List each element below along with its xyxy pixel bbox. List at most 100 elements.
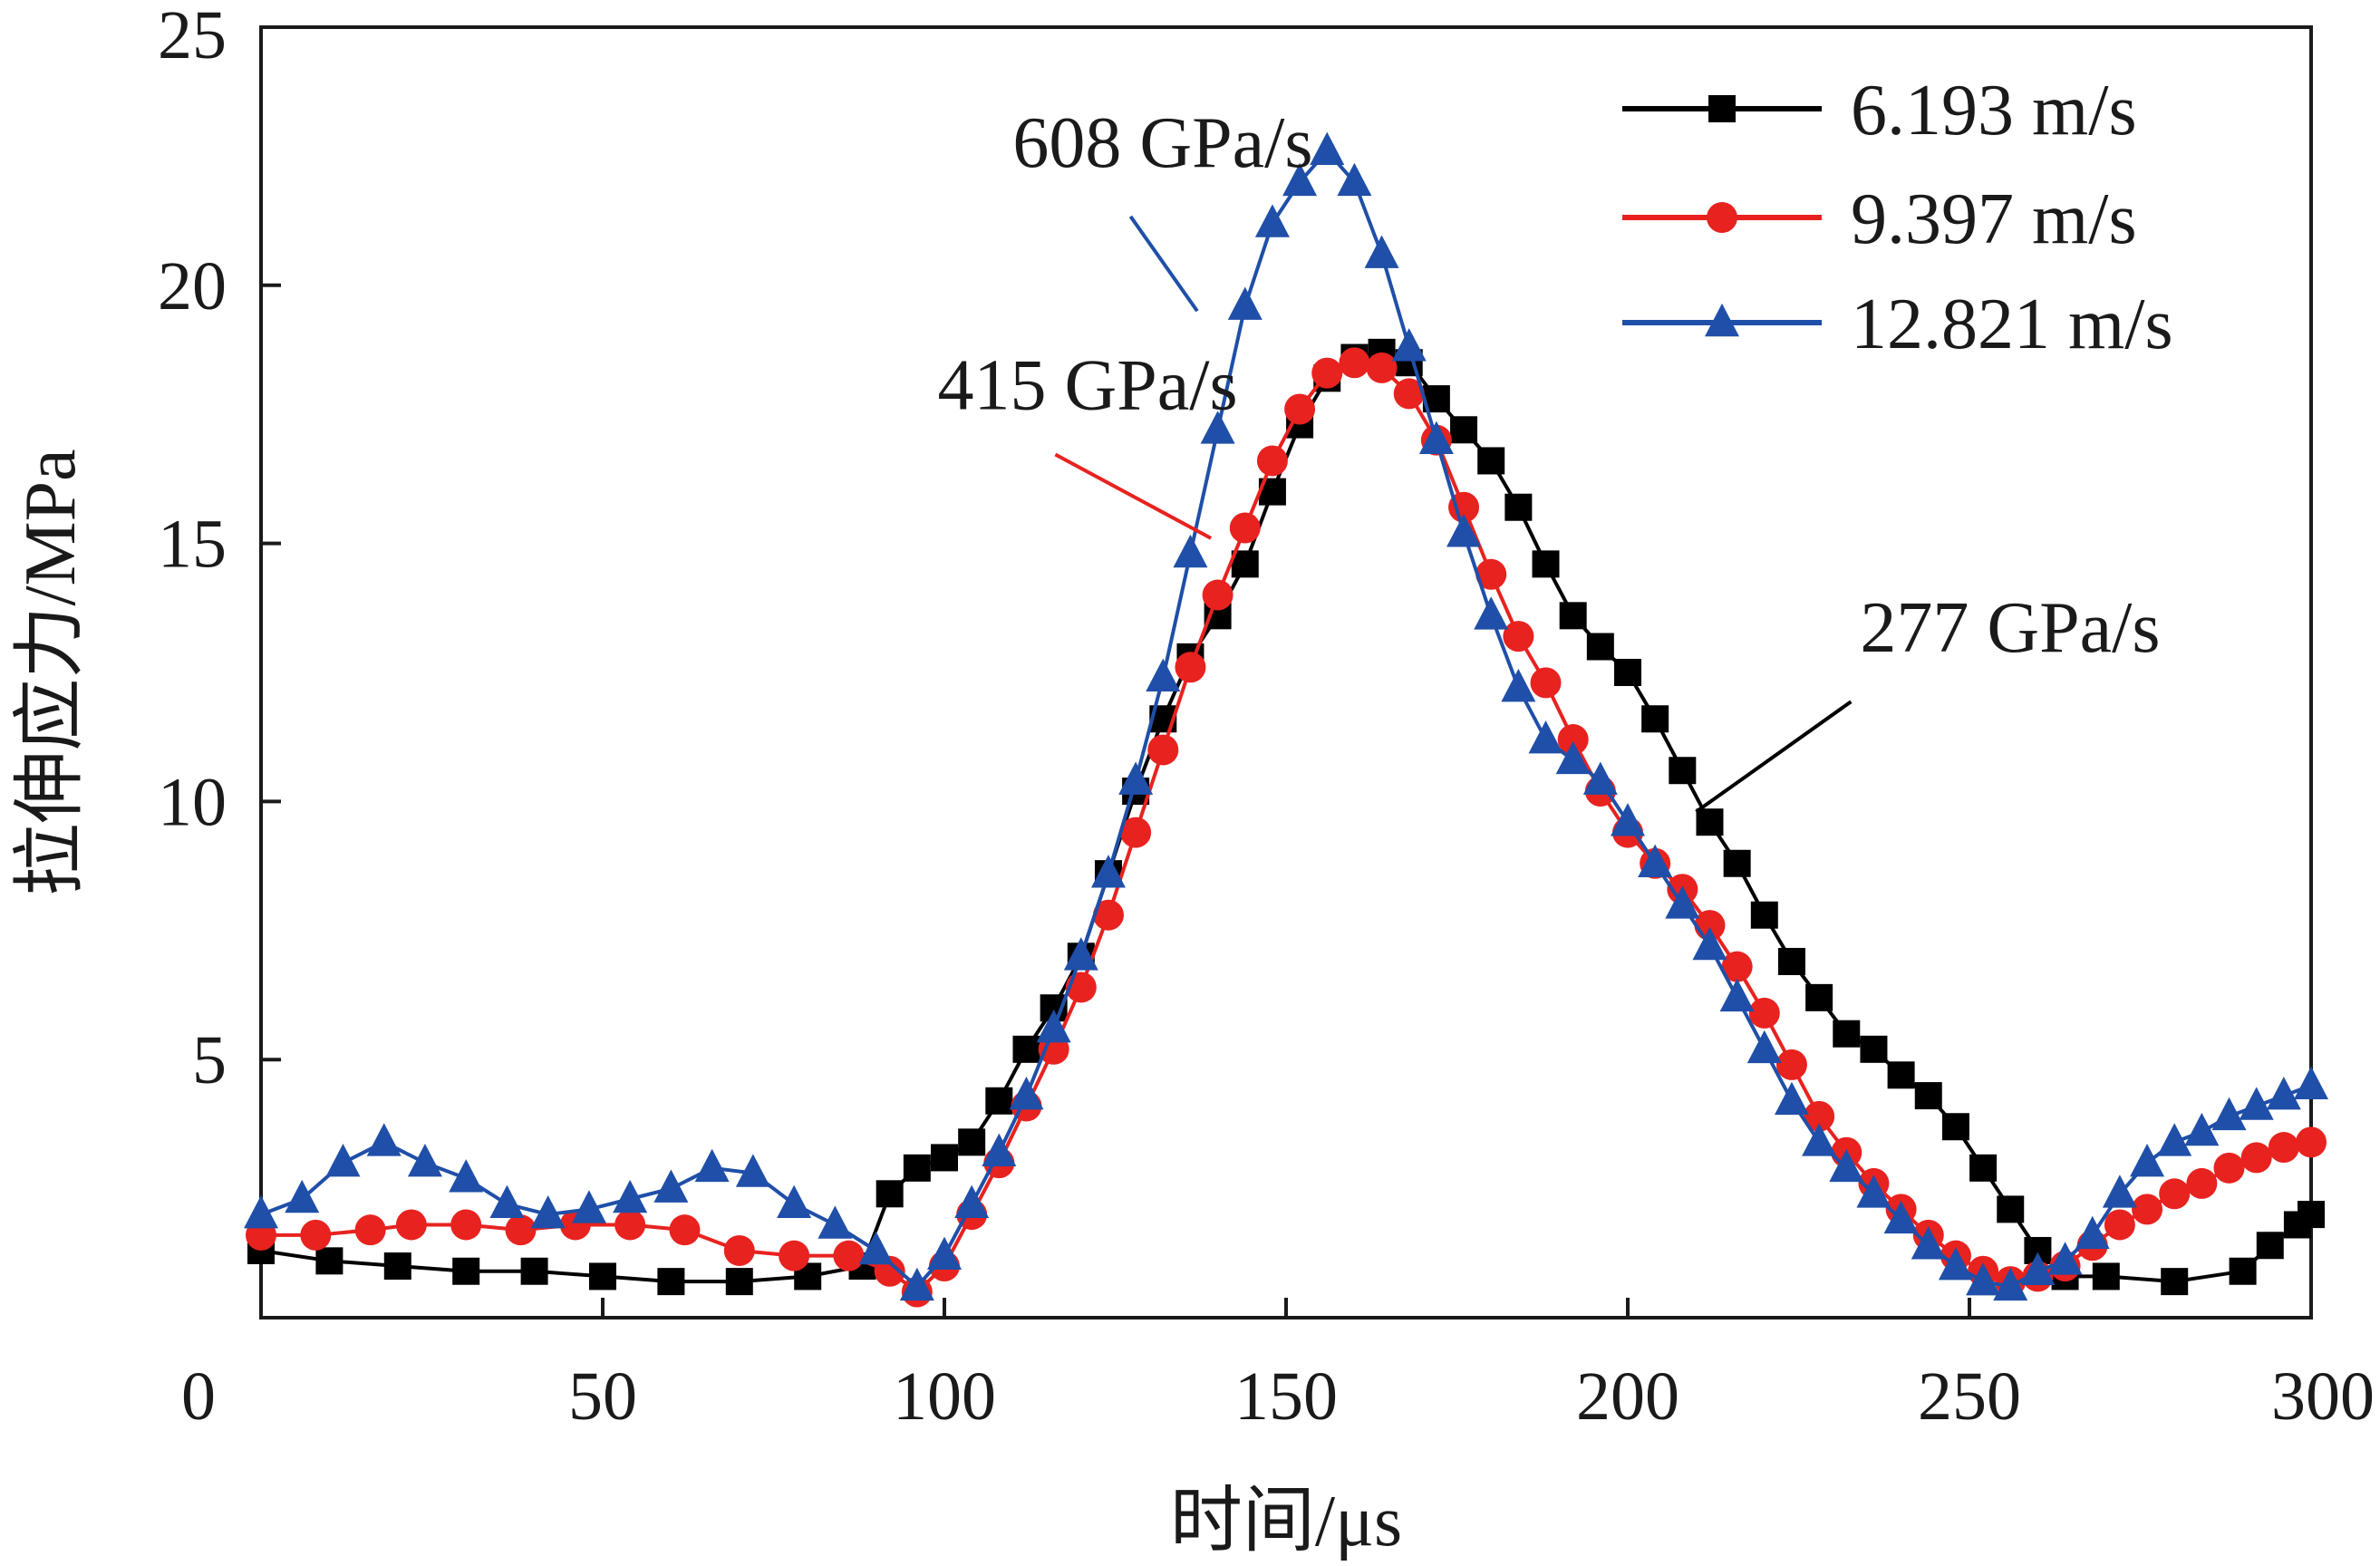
data-point — [657, 1268, 685, 1296]
data-point — [300, 1219, 332, 1251]
legend-label: 9.397 m/s — [1851, 179, 2137, 259]
data-point — [2296, 1126, 2327, 1158]
data-point — [1202, 579, 1234, 611]
axis-ticks — [259, 25, 2313, 1318]
data-point — [1582, 761, 1618, 795]
data-point — [1311, 357, 1343, 389]
data-point — [2239, 1087, 2274, 1120]
data-point — [2020, 1252, 2056, 1286]
legend-swatch-marker — [1708, 95, 1736, 122]
y-tick-label: 25 — [158, 0, 227, 73]
data-point — [1175, 652, 1206, 683]
annotation-label: 608 GPa/s — [1012, 103, 1312, 183]
y-tick-label: 5 — [192, 1022, 227, 1098]
data-point — [1450, 416, 1478, 444]
data-point — [505, 1214, 537, 1246]
data-point — [1532, 550, 1560, 578]
data-point — [777, 1184, 812, 1218]
legend-swatch-marker — [1707, 202, 1737, 233]
x-tick-label: 100 — [893, 1358, 996, 1435]
data-point — [1586, 633, 1614, 661]
data-point — [779, 1240, 810, 1271]
data-point — [285, 1179, 320, 1213]
data-point — [1310, 131, 1345, 166]
data-point — [2184, 1112, 2220, 1146]
data-point — [1477, 447, 1505, 475]
data-point — [1969, 1154, 1998, 1182]
data-point — [2102, 1174, 2137, 1208]
data-point — [614, 1209, 646, 1241]
data-point — [735, 1154, 770, 1187]
data-point — [1696, 808, 1724, 836]
data-point — [1282, 162, 1318, 197]
legend: 6.193 m/s 9.397 m/s 12.821 m/s — [1622, 71, 2173, 364]
data-point — [1254, 204, 1290, 237]
data-point — [818, 1205, 853, 1239]
series-line — [260, 350, 2313, 1284]
data-point — [876, 1180, 904, 1208]
data-point — [1012, 1035, 1040, 1063]
data-point — [1719, 978, 1755, 1012]
data-point — [1748, 997, 1780, 1029]
data-point — [1448, 491, 1480, 523]
data-point — [383, 1252, 411, 1281]
data-point — [449, 1159, 484, 1193]
data-point — [653, 1169, 689, 1203]
data-point — [2075, 1215, 2110, 1250]
data-point — [1614, 659, 1641, 686]
series-layer — [244, 131, 2328, 1308]
data-point — [858, 1231, 894, 1265]
data-point — [2256, 1232, 2284, 1260]
data-point — [927, 1236, 962, 1270]
data-point — [1528, 720, 1563, 754]
y-tick-label: 20 — [158, 248, 227, 324]
data-point — [1692, 926, 1727, 961]
y-tick-label: 10 — [158, 764, 227, 840]
data-point — [1366, 352, 1398, 383]
data-point — [2229, 1257, 2257, 1285]
data-point — [2130, 1144, 2165, 1177]
data-point — [452, 1257, 480, 1285]
data-point — [407, 1144, 442, 1177]
data-point — [1802, 1123, 1837, 1156]
x-axis-label: 时间/μs — [1170, 1482, 1402, 1561]
series-2 — [244, 131, 2328, 1301]
data-point — [1938, 1246, 1973, 1281]
data-point — [1774, 1081, 1809, 1116]
data-point — [1173, 534, 1208, 568]
data-point — [1914, 1082, 1942, 1110]
data-point — [1337, 162, 1372, 197]
y-tick-label: 15 — [158, 507, 227, 583]
data-point — [1501, 669, 1536, 702]
y-axis-label: 拉伸应力/MPa — [11, 449, 91, 895]
data-point — [1669, 757, 1697, 785]
data-point — [2213, 1152, 2245, 1184]
data-point — [1036, 1009, 1071, 1043]
data-point — [1200, 411, 1235, 444]
data-point — [1777, 947, 1805, 975]
data-point — [1418, 420, 1454, 454]
data-point — [723, 1234, 755, 1266]
data-point — [985, 1087, 1013, 1115]
data-point — [1804, 1100, 1835, 1132]
data-point — [954, 1184, 990, 1218]
data-point — [1805, 983, 1833, 1011]
legend-label: 12.821 m/s — [1851, 285, 2173, 364]
data-point — [2161, 1268, 2189, 1296]
data-point — [1092, 899, 1124, 931]
data-point — [530, 1195, 566, 1229]
data-point — [1829, 1148, 1864, 1183]
data-point — [1887, 1061, 1915, 1089]
data-point — [1090, 855, 1126, 888]
data-point — [1364, 235, 1399, 268]
data-point — [1856, 1174, 1891, 1208]
data-point — [366, 1123, 402, 1156]
data-point — [1993, 1267, 2028, 1301]
data-point — [669, 1214, 701, 1246]
data-point — [613, 1179, 648, 1213]
data-point — [354, 1214, 386, 1246]
data-point — [1063, 937, 1098, 971]
x-tick-label: 250 — [1918, 1358, 2021, 1435]
data-point — [1118, 761, 1154, 795]
data-point — [1746, 1030, 1782, 1064]
